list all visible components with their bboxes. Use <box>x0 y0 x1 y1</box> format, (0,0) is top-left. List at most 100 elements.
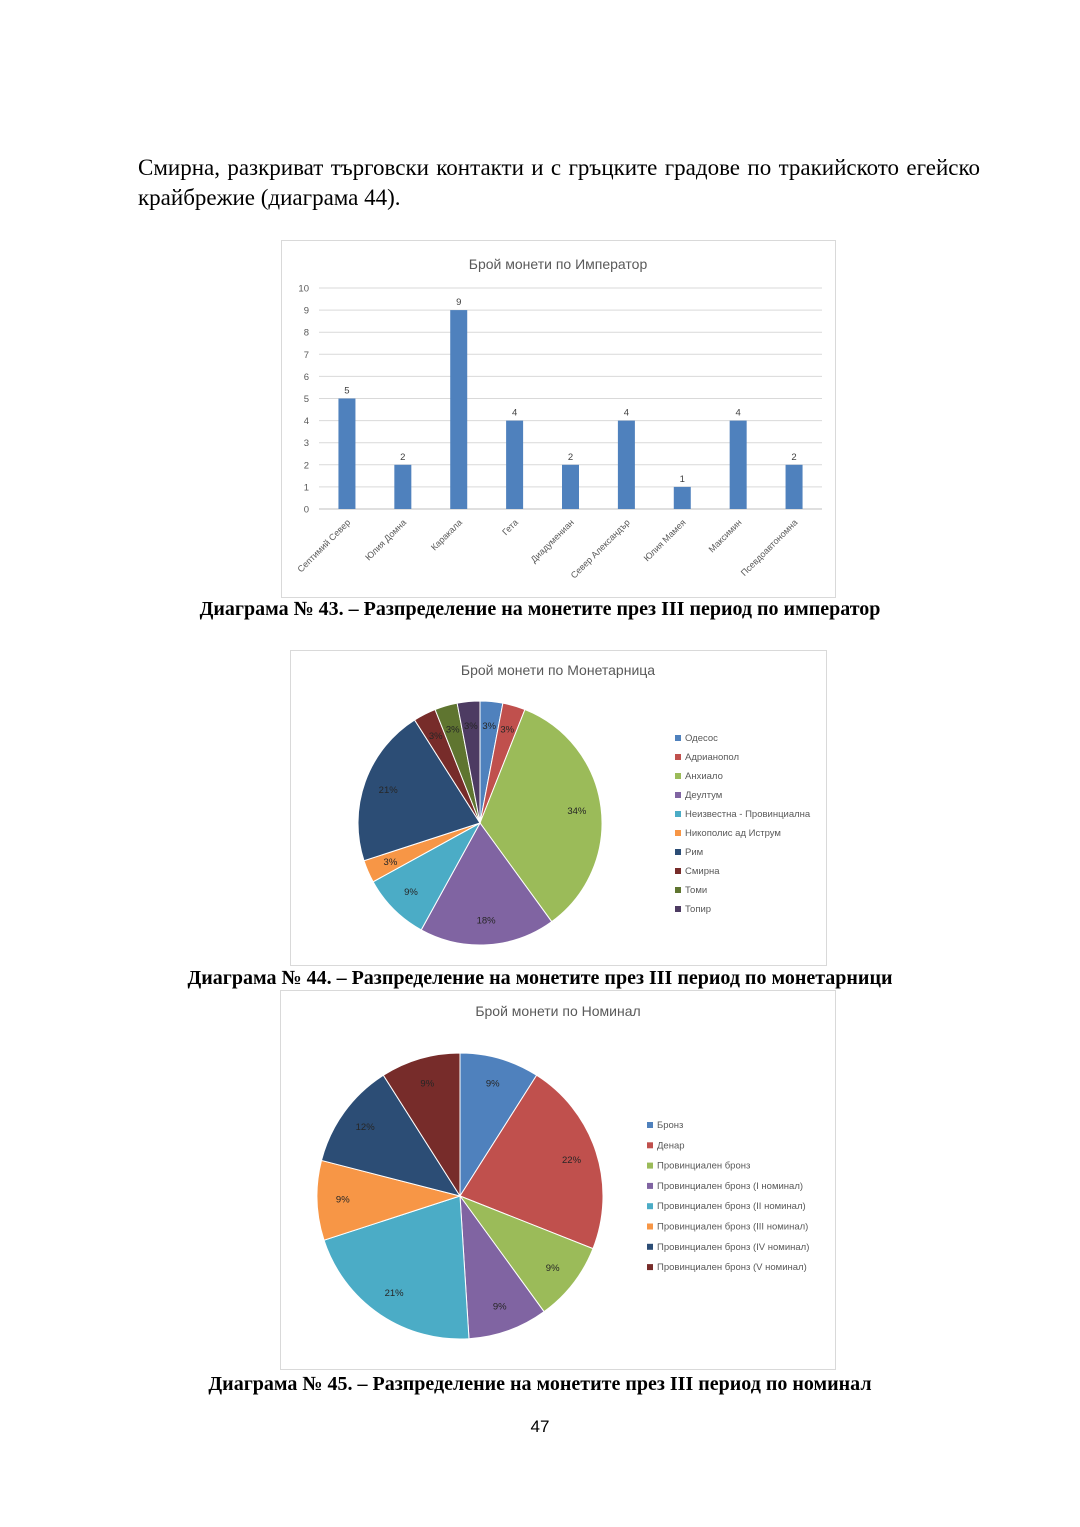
y-tick-label: 6 <box>304 372 309 383</box>
pie-denomination-chart-frame: Брой монети по Номинал 9% 22% 9% 9% 21% 9% 12% 9… <box>280 990 836 1370</box>
bar <box>729 420 747 509</box>
legend-label: Провинциален бронз (III номинал) <box>657 1222 808 1233</box>
legend-swatch <box>675 887 681 893</box>
bar-data-label: 9 <box>456 297 461 308</box>
y-tick-label: 1 <box>304 482 309 493</box>
legend-label: Провинциален бронз <box>657 1161 750 1172</box>
pie-data-label: 9% <box>420 1078 434 1089</box>
pie-slice <box>323 1195 470 1340</box>
pie-slice <box>357 719 481 862</box>
bar <box>617 420 635 509</box>
pie-mint-chart-frame: Брой монети по Монетарница 3% 3% 34% 18% 9% 3%… <box>290 650 827 966</box>
legend-swatch <box>675 792 681 798</box>
y-tick-label: 0 <box>304 505 309 516</box>
legend-label: Анхиало <box>685 771 723 782</box>
caption-44: Диаграма № 44. – Разпределение на монети… <box>187 967 893 989</box>
legend-label: Адрианопол <box>685 752 739 763</box>
legend-label: Бронз <box>657 1120 683 1131</box>
legend-swatch <box>675 868 681 874</box>
legend-label: Провинциален бронз (V номинал) <box>657 1262 807 1273</box>
x-tick-label: Север Александър <box>569 517 632 580</box>
bar-data-label: 4 <box>624 408 629 419</box>
legend-label: Одесос <box>685 733 718 744</box>
legend-swatch <box>675 811 681 817</box>
pie-slice <box>479 708 603 923</box>
y-tick-label: 4 <box>304 416 309 427</box>
pie-slice <box>459 1052 538 1198</box>
caption-45: Диаграма № 45. – Разпределение на монети… <box>208 1373 872 1395</box>
pie-data-label: 34% <box>567 806 587 817</box>
legend-swatch <box>647 1203 653 1210</box>
pie-slice <box>459 1074 604 1250</box>
bar <box>506 420 524 509</box>
x-tick-label: Каракала <box>429 517 464 552</box>
bar-chart: Брой монети по Император 0 1 2 3 4 5 6 7 8 9 10 5 Сеп… <box>295 256 822 580</box>
bar-data-label: 2 <box>791 452 796 463</box>
legend-label: Провинциален бронз (IV номинал) <box>657 1242 809 1253</box>
pie-data-label: 3% <box>500 724 514 735</box>
x-tick-label: Юлия Мамея <box>642 517 688 563</box>
legend-swatch <box>675 849 681 855</box>
x-tick-label: Юлия Домна <box>363 517 408 562</box>
legend-swatch <box>647 1243 653 1250</box>
legend-swatch <box>675 773 681 779</box>
legend-swatch <box>675 735 681 741</box>
pie-slice <box>456 700 481 824</box>
legend-swatch <box>647 1223 653 1230</box>
pie-data-label: 21% <box>379 785 399 796</box>
pie-data-label: 9% <box>336 1195 350 1206</box>
legend-label: Провинциален бронз (II номинал) <box>657 1201 806 1212</box>
body-paragraph: Смирна, разкриват търговски контакти и с… <box>138 155 980 210</box>
legend-label: Деултум <box>685 790 722 801</box>
y-tick-label: 10 <box>298 284 309 295</box>
bar <box>562 464 579 509</box>
bar-data-label: 4 <box>736 408 741 419</box>
y-tick-label: 3 <box>304 438 309 449</box>
x-tick-label: Максимин <box>707 517 744 554</box>
chart-title: Брой монети по Император <box>469 256 648 272</box>
pie-data-label: 9% <box>493 1301 507 1312</box>
bar <box>338 398 356 509</box>
legend-swatch <box>675 830 681 836</box>
pie-data-label: 18% <box>477 915 497 926</box>
pie-data-label: 3% <box>446 724 460 735</box>
legend-swatch <box>647 1142 653 1149</box>
pie-slice <box>458 1194 594 1313</box>
legend-label: Денар <box>657 1140 685 1151</box>
bar-data-label: 2 <box>568 452 573 463</box>
bar-chart-frame: Брой монети по Император 0 1 2 3 4 5 6 7 8 9 10 5 Сеп… <box>281 240 836 598</box>
caption-43-number: Диаграма № 43 <box>199 598 339 620</box>
legend-swatch <box>647 1182 653 1189</box>
caption-43-text: . – Разпределение на монетите през III п… <box>338 598 881 620</box>
page-number: 47 <box>530 1417 550 1436</box>
legend-swatch <box>675 754 681 760</box>
bar-data-label: 5 <box>344 386 349 397</box>
pie-data-label: 9% <box>486 1078 500 1089</box>
legend-label: Неизвестна - Провинциална <box>685 809 811 820</box>
bar <box>673 486 691 509</box>
x-tick-label: Псевдоавтономна <box>739 517 800 578</box>
x-tick-label: Септимий Север <box>295 517 352 574</box>
y-tick-label: 2 <box>304 460 309 471</box>
legend-label: Смирна <box>685 866 720 877</box>
pie-slice <box>459 1194 545 1340</box>
x-tick-label: Гета <box>500 517 520 537</box>
y-tick-label: 7 <box>304 350 309 361</box>
pie-slice <box>420 822 553 946</box>
legend-swatch <box>647 1162 653 1169</box>
chart-title: Брой монети по Монетарница <box>461 662 655 678</box>
legend-label: Рим <box>685 847 703 858</box>
caption-43: Диаграма № 43. – Разпределение на монети… <box>0 598 1080 621</box>
pie-data-label: 3% <box>482 721 496 732</box>
pie-slice <box>316 1159 462 1241</box>
pie-data-label: 22% <box>562 1155 582 1166</box>
pie-data-label: 9% <box>546 1263 560 1274</box>
x-tick-label: Диадумениан <box>529 517 576 564</box>
bar-data-label: 1 <box>680 474 685 485</box>
legend-swatch <box>675 906 681 912</box>
pie-denomination-chart: Брой монети по Номинал 9% 22% 9% 9% 21% 9% 12% 9… <box>316 1003 809 1340</box>
pie-data-label: 3% <box>464 721 478 732</box>
pie-data-label: 3% <box>429 731 443 742</box>
bar-data-label: 4 <box>512 408 517 419</box>
bar <box>450 310 468 509</box>
